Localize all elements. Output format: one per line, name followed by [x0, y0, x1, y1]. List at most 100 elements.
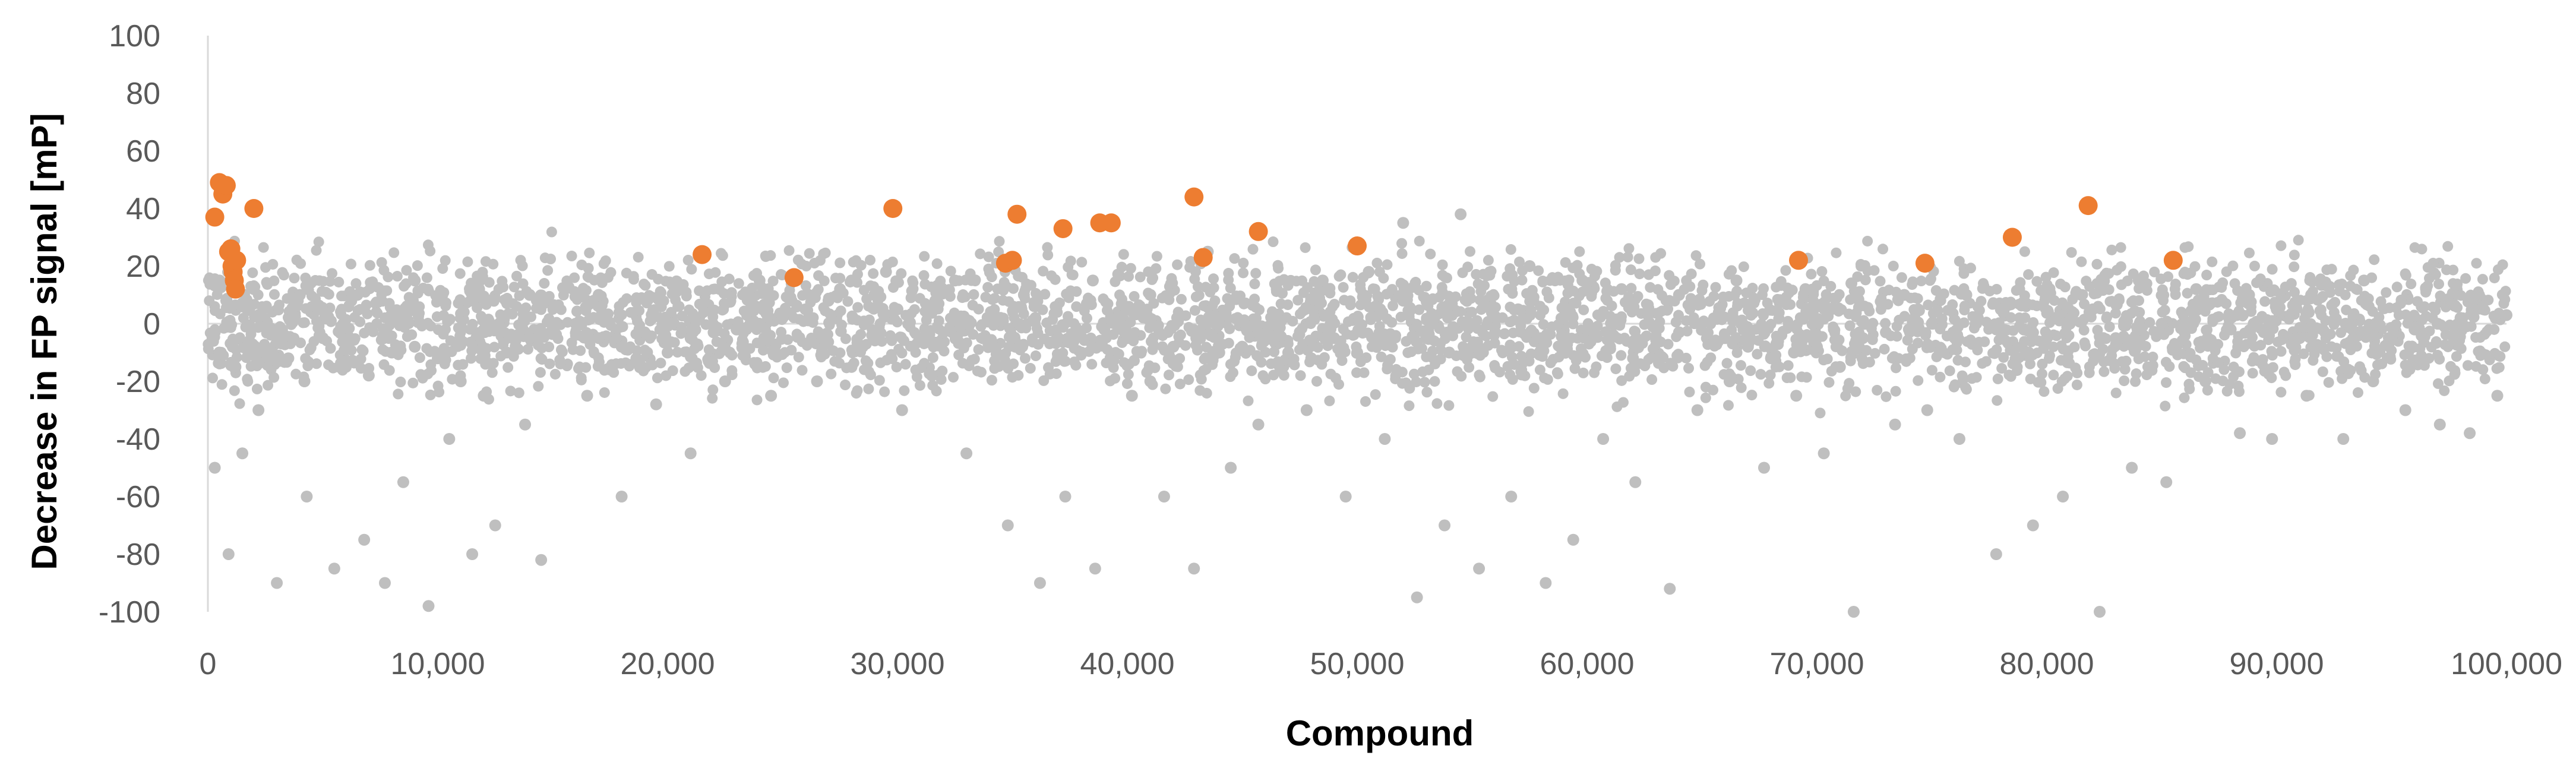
population-point	[2129, 305, 2141, 316]
population-point	[401, 300, 412, 311]
population-point	[2284, 309, 2295, 321]
population-point	[880, 266, 892, 278]
population-point	[1765, 369, 1776, 381]
population-point	[432, 324, 444, 336]
population-point	[2232, 342, 2243, 353]
population-point	[378, 577, 391, 589]
y-tick-label: 40	[126, 192, 160, 226]
population-point	[1311, 375, 1322, 387]
population-point	[608, 367, 619, 378]
population-point	[2229, 278, 2240, 289]
population-point	[243, 303, 255, 315]
population-point	[402, 331, 413, 342]
population-point	[2430, 338, 2442, 349]
population-point	[282, 352, 295, 365]
population-point	[394, 320, 405, 331]
population-point	[1545, 357, 1556, 368]
population-point	[937, 326, 950, 339]
population-point	[1365, 314, 1376, 325]
population-point	[522, 344, 533, 355]
population-point	[900, 359, 911, 370]
population-point	[344, 323, 355, 334]
population-point	[1295, 370, 1306, 381]
population-point	[1063, 311, 1074, 322]
population-point	[2433, 279, 2444, 290]
population-point	[1151, 251, 1162, 262]
population-point	[1485, 307, 1497, 318]
population-point	[1684, 386, 1695, 397]
population-point	[826, 314, 837, 325]
population-point	[1730, 274, 1743, 287]
population-point	[300, 272, 311, 283]
population-point	[2464, 427, 2476, 440]
x-tick-label: 90,000	[2229, 647, 2324, 681]
population-point	[1208, 282, 1219, 293]
population-point	[395, 377, 406, 388]
population-point	[2207, 284, 2218, 295]
population-point	[1735, 360, 1746, 371]
population-point	[1614, 320, 1626, 331]
x-tick-label: 30,000	[850, 647, 944, 681]
population-point	[2489, 272, 2500, 283]
population-point	[1443, 346, 1455, 359]
population-point	[785, 292, 796, 303]
population-point	[1175, 293, 1187, 305]
population-point	[634, 305, 645, 317]
population-point	[2331, 343, 2342, 354]
population-point	[314, 275, 325, 286]
population-point	[308, 336, 320, 347]
population-point	[2142, 361, 2153, 372]
population-point	[480, 344, 491, 355]
population-point	[385, 346, 398, 359]
population-point	[2241, 339, 2252, 350]
population-point	[2091, 258, 2103, 270]
population-point	[976, 319, 988, 330]
population-point	[1414, 304, 1425, 315]
population-point	[1524, 260, 1536, 272]
population-point	[776, 312, 789, 324]
population-point	[1907, 343, 1918, 355]
population-point	[818, 275, 830, 286]
population-point	[2155, 290, 2167, 301]
population-point	[2204, 299, 2215, 311]
population-point	[615, 358, 627, 369]
population-point	[666, 317, 678, 328]
population-point	[1069, 356, 1080, 368]
population-point	[1236, 340, 1249, 353]
population-point	[1586, 287, 1597, 299]
population-point	[2340, 318, 2352, 330]
population-point	[1698, 279, 1709, 290]
population-point	[517, 278, 529, 289]
population-point	[546, 323, 559, 336]
population-point	[968, 289, 979, 300]
population-point	[731, 323, 743, 336]
population-point	[1142, 309, 1153, 321]
population-point	[1247, 244, 1259, 255]
population-point	[592, 289, 605, 301]
population-point	[1935, 323, 1946, 334]
population-point	[896, 404, 908, 416]
population-point	[1305, 293, 1316, 304]
population-point	[1028, 301, 1039, 312]
population-point	[2172, 349, 2183, 361]
population-point	[1723, 268, 1734, 280]
population-point	[2293, 332, 2306, 345]
population-point	[221, 317, 232, 328]
population-point	[2266, 318, 2277, 330]
population-point	[298, 375, 311, 387]
x-tick-label: 80,000	[1999, 647, 2094, 681]
population-point	[1174, 353, 1186, 364]
population-point	[1650, 332, 1662, 345]
population-point	[919, 279, 931, 290]
population-point	[1427, 293, 1439, 304]
population-point	[1052, 332, 1064, 345]
population-point	[510, 335, 521, 346]
population-point	[2362, 326, 2375, 339]
population-point	[2483, 295, 2494, 306]
population-point	[514, 290, 525, 301]
population-point	[1297, 275, 1308, 286]
hit-point	[2078, 196, 2098, 216]
population-point	[1534, 364, 1545, 375]
population-point	[1480, 330, 1491, 342]
population-point	[1623, 243, 1635, 254]
